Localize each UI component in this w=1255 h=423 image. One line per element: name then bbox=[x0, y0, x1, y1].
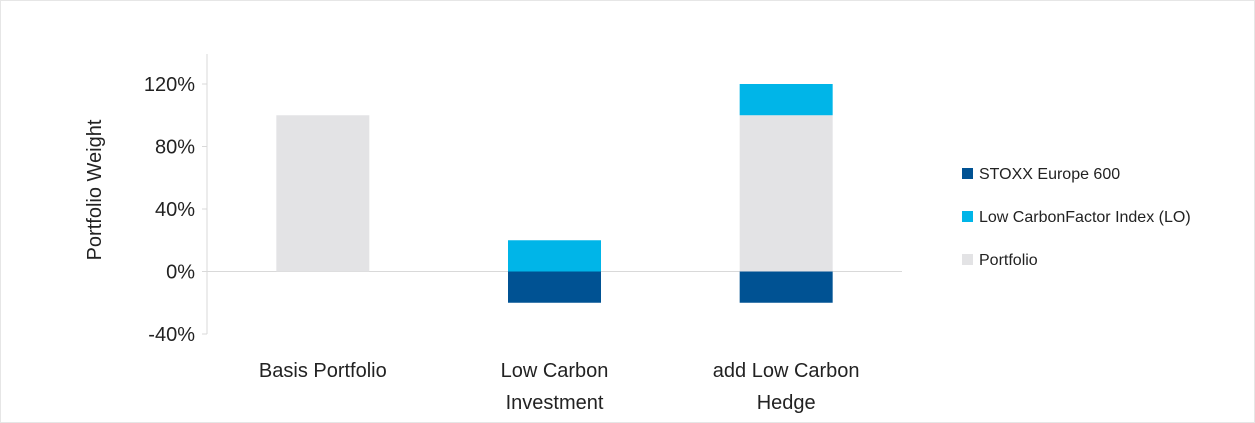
legend-swatch bbox=[962, 254, 973, 265]
plot-area: -40% 0% 40% 80% 120% Basis Portfolio Low Carbo… bbox=[144, 54, 902, 414]
x-tick-label: Investment bbox=[506, 392, 604, 414]
y-tick-label: 80% bbox=[155, 137, 195, 159]
legend-swatch bbox=[962, 168, 973, 179]
x-tick-label: Low Carbon bbox=[501, 360, 609, 382]
legend-label: STOXX Europe 600 bbox=[979, 166, 1120, 183]
x-tick-label: Hedge bbox=[757, 392, 816, 414]
y-tick-label: -40% bbox=[148, 324, 195, 346]
bar-segment bbox=[739, 271, 833, 303]
x-tick-label: add Low Carbon bbox=[713, 360, 860, 382]
y-axis-label: Portfolio Weight bbox=[84, 119, 106, 260]
y-tick-label: 120% bbox=[144, 74, 195, 96]
bar-segment bbox=[739, 115, 833, 272]
legend-label: Portfolio bbox=[979, 252, 1038, 269]
x-tick-label: Basis Portfolio bbox=[259, 360, 387, 382]
bar-segment bbox=[739, 84, 833, 116]
bar-segment bbox=[508, 271, 601, 303]
legend-swatch bbox=[962, 211, 973, 222]
legend-label: Low CarbonFactor Index (LO) bbox=[979, 209, 1191, 226]
bar-segment bbox=[276, 115, 370, 272]
y-tick-label: 40% bbox=[155, 199, 195, 221]
bar-segment bbox=[508, 240, 601, 272]
y-tick-label: 0% bbox=[166, 262, 195, 284]
legend: STOXX Europe 600 Low CarbonFactor Index (… bbox=[962, 166, 1191, 269]
